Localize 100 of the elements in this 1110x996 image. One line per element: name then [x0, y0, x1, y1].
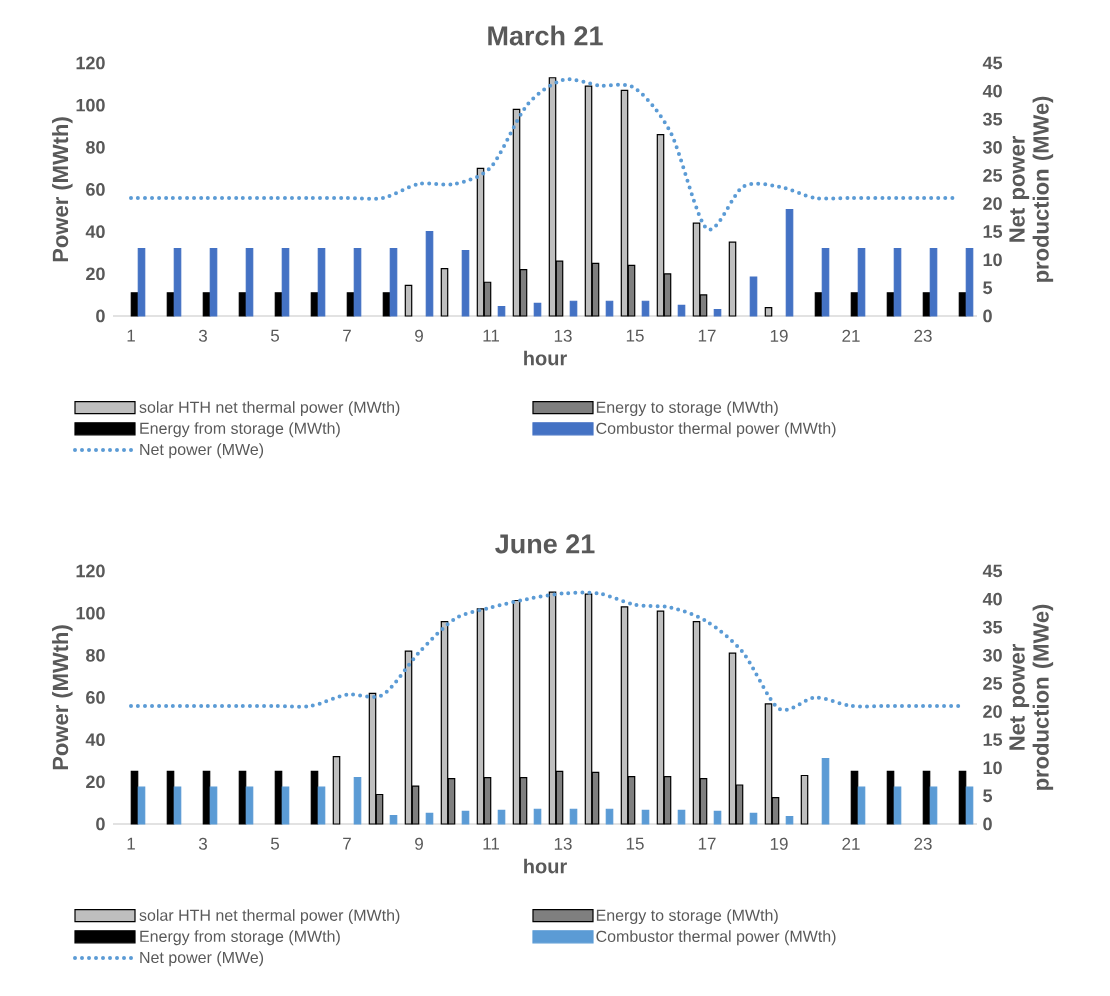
y2-tick-label: 0 [983, 309, 992, 323]
x-tick-label: 3 [198, 329, 207, 342]
x-axis-title: hour [524, 350, 567, 366]
x-tick-label: 7 [343, 329, 351, 342]
bar [461, 250, 470, 317]
bar [857, 786, 866, 825]
bar [605, 808, 614, 825]
bar [130, 770, 139, 825]
y2-tick-label: 35 [982, 112, 1003, 126]
legend-label: Net power (MWe) [140, 443, 264, 459]
y2-tick-label: 30 [982, 648, 1002, 662]
bar [533, 808, 542, 825]
x-tick-label: 1 [127, 329, 135, 342]
x-tick-label: 21 [842, 329, 860, 342]
x-tick-label: 11 [483, 837, 499, 850]
bar [569, 300, 578, 317]
bar [310, 292, 319, 317]
bar [173, 786, 182, 825]
y2-tick-label: 5 [983, 789, 993, 803]
y-tick-label: 120 [76, 56, 105, 70]
bar [965, 786, 974, 825]
legend-label: solar HTH net thermal power (MWth) [139, 909, 400, 925]
x-tick-label: 5 [270, 837, 280, 850]
bar [461, 810, 470, 825]
chart-title: June 21 [495, 534, 595, 554]
y2-tick-label: 20 [983, 705, 1002, 718]
bar [353, 777, 362, 825]
x-tick-label: 9 [415, 329, 423, 342]
bar [137, 786, 146, 825]
bar [209, 247, 218, 317]
legend-label: Combustor thermal power (MWth) [596, 422, 836, 438]
bar [317, 247, 326, 317]
y-tick-label: 100 [76, 98, 105, 112]
bar [958, 770, 967, 825]
bar [605, 300, 614, 317]
bar [929, 247, 938, 317]
bar [382, 292, 391, 317]
bar [569, 808, 578, 825]
bar [965, 247, 974, 317]
bar [310, 770, 319, 825]
y-axis-title: Power (MWth) [52, 625, 73, 770]
bar [425, 231, 434, 317]
bar [533, 302, 542, 317]
y-tick-label: 80 [86, 140, 105, 154]
bar [713, 309, 722, 317]
bar [497, 809, 506, 825]
y2-tick-label: 40 [982, 592, 1002, 606]
x-tick-label: 17 [698, 837, 716, 850]
bar [281, 247, 290, 317]
y2-tick-label: 25 [983, 677, 1003, 690]
y-tick-label: 80 [86, 648, 105, 662]
y2-tick-label: 35 [982, 620, 1003, 634]
bar [800, 774, 809, 825]
bar [922, 770, 931, 825]
x-tick-label: 19 [770, 837, 788, 850]
bar [173, 247, 182, 317]
bar [929, 786, 938, 825]
bar [389, 247, 398, 317]
y2-tick-label: 20 [983, 197, 1002, 210]
legend-label: Energy from storage (MWth) [140, 930, 340, 946]
bar [764, 306, 773, 317]
bar [850, 292, 859, 317]
bar [785, 816, 794, 825]
x-tick-label: 23 [914, 837, 932, 850]
y2-tick-label: 10 [983, 761, 1002, 775]
x-tick-label: 5 [270, 329, 280, 342]
bar [922, 292, 931, 317]
bar [677, 304, 686, 317]
bar [641, 300, 650, 317]
bar [209, 786, 218, 825]
y2-tick-label: 40 [982, 84, 1002, 98]
x-tick-label: 1 [127, 837, 135, 850]
bar [785, 208, 794, 317]
x-tick-label: 3 [198, 837, 207, 850]
bar [440, 267, 449, 317]
chart-title: March 21 [488, 25, 603, 46]
bar [245, 247, 254, 317]
bar [821, 758, 830, 825]
bar [317, 786, 326, 825]
bar [850, 770, 859, 825]
y-axis-title: Power (MWth) [52, 117, 73, 262]
y-tick-label: 40 [85, 225, 105, 239]
bar [332, 755, 341, 825]
legend-label: solar HTH net thermal power (MWth) [139, 401, 400, 417]
legend-label: Energy from storage (MWth) [140, 422, 340, 438]
y2-tick-label: 10 [983, 253, 1002, 267]
y-tick-label: 0 [96, 309, 105, 323]
x-tick-label: 13 [554, 329, 572, 342]
bar [497, 305, 506, 317]
bar [238, 292, 247, 317]
x-tick-label: 21 [842, 837, 860, 850]
x-tick-label: 15 [626, 837, 644, 850]
bar [137, 247, 146, 317]
x-tick-label: 23 [914, 329, 932, 342]
line-series [129, 590, 962, 712]
x-tick-label: 17 [698, 329, 716, 342]
x-tick-label: 7 [343, 837, 351, 850]
bar [274, 770, 283, 825]
bar [821, 247, 830, 317]
bar [238, 770, 247, 825]
